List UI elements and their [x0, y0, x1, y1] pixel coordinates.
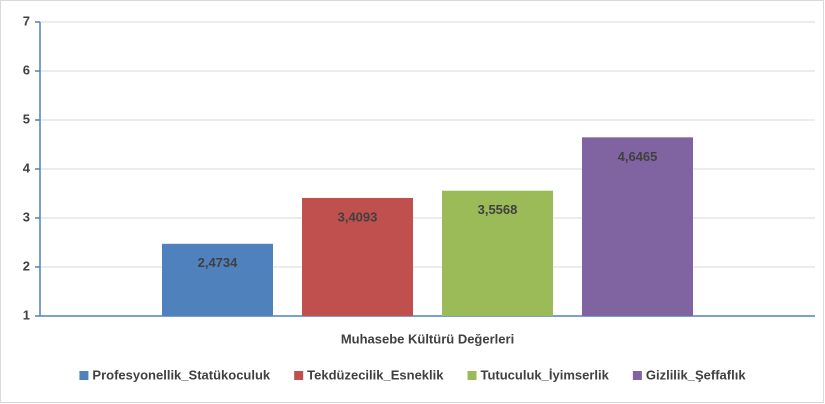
legend-label: Gizlilik_Şeffaflık	[646, 367, 746, 382]
value-label: 2,4734	[198, 255, 239, 270]
legend-swatch	[632, 371, 642, 380]
value-label: 4,6465	[618, 149, 658, 164]
legend-label: Tutuculuk_İyimserlik	[481, 367, 610, 382]
y-tick-label: 5	[23, 111, 30, 126]
bar	[302, 197, 413, 316]
legend-label: Profesyonellik_Statükoculuk	[92, 367, 270, 382]
legend-label: Tekdüzecilik_Esneklik	[307, 367, 444, 382]
y-tick-label: 2	[23, 258, 30, 273]
y-tick-label: 6	[23, 62, 30, 77]
bar	[442, 190, 553, 316]
legend-swatch	[294, 371, 304, 380]
y-tick-label: 3	[23, 209, 30, 224]
legend-swatch	[467, 371, 477, 380]
x-tick-label: Muhasebe Kültürü Değerleri	[341, 331, 514, 346]
bar	[162, 243, 273, 316]
bar	[582, 137, 693, 316]
value-label: 3,4093	[338, 209, 378, 224]
value-label: 3,5568	[478, 202, 518, 217]
y-tick-label: 1	[23, 307, 30, 322]
y-tick-label: 4	[23, 160, 31, 175]
legend-swatch	[79, 371, 89, 380]
y-tick-label: 7	[23, 13, 30, 28]
